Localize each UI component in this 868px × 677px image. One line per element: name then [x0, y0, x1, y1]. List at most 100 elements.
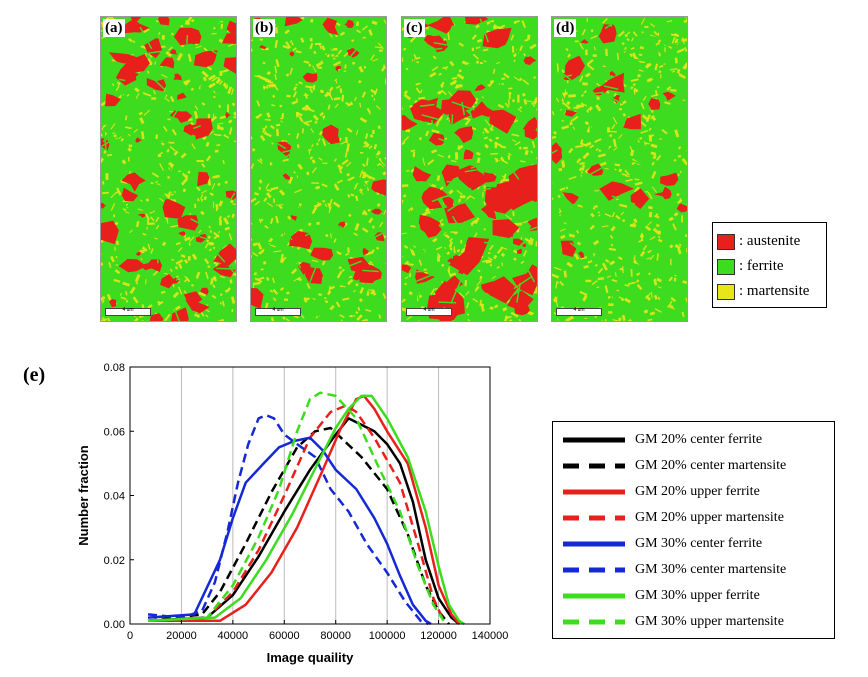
martensite-grain — [271, 104, 276, 107]
martensite-grain — [471, 47, 475, 52]
ferrite-lath — [438, 137, 448, 143]
martensite-grain — [598, 149, 602, 153]
martensite-grain — [382, 171, 386, 176]
martensite-grain — [670, 33, 679, 37]
martensite-grain — [560, 234, 566, 240]
martensite-grain — [369, 260, 373, 264]
martensite-grain — [493, 26, 497, 30]
ferrite-lath — [266, 295, 276, 300]
martensite-grain — [358, 188, 363, 193]
phase-legend-martensite: : martensite — [717, 281, 809, 301]
ferrite-lath — [497, 146, 509, 161]
martensite-grain — [410, 225, 416, 228]
martensite-grain — [677, 248, 682, 255]
austenite-grain — [118, 259, 147, 273]
martensite-grain — [256, 113, 263, 119]
martensite-grain — [191, 284, 194, 287]
legend-label: GM 20% upper ferrite — [635, 484, 760, 499]
legend-swatch — [563, 463, 625, 469]
martensite-grain — [408, 291, 413, 296]
austenite-grain — [137, 213, 146, 218]
martensite-grain — [619, 267, 624, 271]
ferrite-lath — [371, 232, 384, 240]
martensite-grain — [258, 186, 262, 191]
ferrite-lath — [345, 71, 355, 89]
martensite-grain — [265, 183, 270, 189]
martensite-grain — [303, 94, 309, 96]
martensite-grain — [561, 160, 566, 168]
martensite-grain — [568, 94, 576, 98]
martensite-grain — [447, 269, 452, 278]
ferrite-lath — [170, 300, 181, 321]
martensite-grain — [480, 303, 485, 307]
martensite-grain — [161, 241, 167, 247]
austenite-grain — [177, 92, 187, 100]
austenite-grain — [460, 252, 478, 267]
martensite-grain — [514, 141, 521, 146]
martensite-grain — [257, 242, 263, 250]
martensite-grain — [175, 241, 181, 246]
martensite-grain — [508, 87, 513, 90]
ferrite-lath — [461, 101, 466, 116]
martensite-grain — [361, 91, 367, 98]
martensite-grain — [345, 161, 352, 167]
ferrite-lath — [289, 300, 298, 306]
ferrite-lath — [252, 134, 256, 143]
martensite-grain — [147, 70, 150, 74]
ferrite-lath — [275, 141, 287, 150]
martensite-grain — [503, 72, 510, 79]
martensite-grain — [322, 162, 328, 164]
martensite-grain — [296, 175, 299, 178]
martensite-grain — [378, 49, 384, 52]
martensite-grain — [569, 122, 574, 125]
martensite-grain — [155, 134, 158, 140]
martensite-grain — [579, 75, 584, 83]
martensite-grain — [133, 128, 139, 133]
panel-label-c: (c) — [404, 19, 425, 37]
martensite-grain — [303, 60, 310, 64]
martensite-grain — [536, 108, 537, 111]
martensite-grain — [642, 95, 647, 101]
ferrite-lath — [109, 146, 130, 162]
martensite-grain — [332, 201, 341, 208]
martensite-grain — [227, 104, 230, 113]
martensite-grain — [563, 102, 571, 110]
martensite-grain — [292, 91, 298, 98]
ferrite-lath — [340, 312, 354, 315]
martensite-grain — [262, 61, 266, 65]
ferrite-lath — [455, 62, 472, 72]
ferrite-lath — [158, 184, 168, 200]
martensite-grain — [252, 242, 258, 247]
martensite-grain — [282, 44, 290, 50]
martensite-grain — [274, 73, 277, 81]
martensite-grain — [274, 39, 278, 49]
martensite-grain — [361, 211, 366, 216]
ferrite-lath — [517, 232, 531, 239]
martensite-grain — [410, 149, 416, 153]
martensite-grain — [566, 100, 571, 106]
martensite-grain — [479, 275, 483, 280]
martensite-grain — [622, 112, 627, 117]
ferrite-lath — [513, 275, 533, 290]
ferrite-lath — [582, 74, 600, 88]
ferrite-lath — [151, 138, 175, 146]
martensite-grain — [567, 53, 572, 58]
martensite-grain — [101, 157, 105, 166]
martensite-grain — [661, 128, 668, 135]
austenite-grain — [609, 70, 616, 77]
ferrite-lath — [334, 56, 350, 59]
martensite-grain — [380, 65, 386, 72]
phase-legend-austenite: : austenite — [717, 231, 800, 251]
martensite-grain — [657, 235, 661, 239]
martensite-grain — [213, 133, 222, 137]
austenite-grain — [126, 69, 139, 81]
austenite-grain — [587, 163, 604, 176]
ferrite-lath — [661, 42, 679, 49]
martensite-grain — [505, 315, 512, 319]
martensite-grain — [633, 218, 638, 224]
martensite-grain — [666, 20, 673, 23]
martensite-grain — [425, 130, 430, 137]
martensite-grain — [346, 143, 350, 152]
martensite-grain — [282, 158, 289, 162]
martensite-grain — [312, 84, 316, 91]
